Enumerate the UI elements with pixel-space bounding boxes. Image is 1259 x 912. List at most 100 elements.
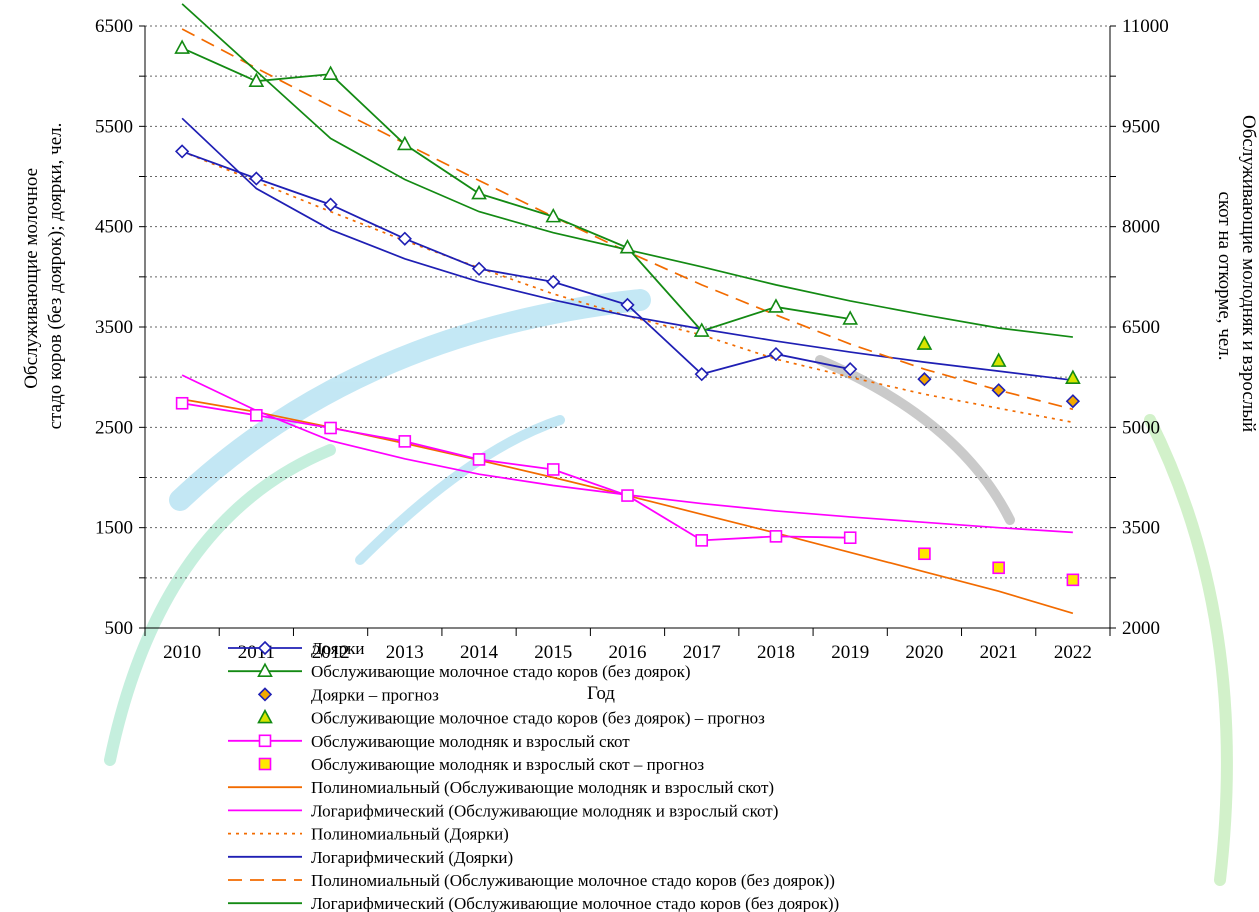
x-tick-label: 2022: [1054, 642, 1092, 663]
data-point: [843, 531, 857, 545]
series-4: [916, 335, 1081, 384]
x-axis: 2010 2011 2012 2013 2014 2015 2016 2017 2018 2019…: [144, 628, 1111, 663]
legend-label: Логарифмический (Обслуживающие молочное …: [311, 894, 839, 912]
data-point: [992, 561, 1005, 575]
data-point: [546, 274, 561, 289]
data-point: [174, 144, 190, 159]
data-point: [397, 231, 412, 246]
data-point: [694, 367, 709, 382]
data-point: [175, 396, 189, 410]
legend-item: Логарифмический (Обслуживающие молочное …: [228, 894, 839, 912]
data-point: [918, 547, 931, 561]
data-point: [174, 39, 190, 54]
legend-label: Полиномиальный (Обслуживающие молочное с…: [311, 871, 835, 890]
x-tick-label: 2011: [238, 642, 275, 663]
data-point: [471, 261, 487, 276]
data-point: [396, 135, 413, 151]
legend-swatch-marker: [257, 662, 273, 678]
series-3: [917, 372, 1081, 409]
series-11: [181, 28, 1074, 411]
legend-item: Полиномиальный (Доярки): [228, 825, 509, 844]
legend-swatch-marker: [258, 734, 272, 748]
data-point: [621, 489, 634, 502]
right-tick-label: 6500: [1122, 317, 1160, 338]
legend-label: Полиномиальный (Обслуживающие молодняк и…: [311, 778, 774, 797]
legend-swatch-marker: [257, 640, 273, 656]
x-tick-label: 2019: [831, 642, 869, 663]
x-tick-label: 2020: [905, 642, 943, 663]
right-tick-label: 8000: [1122, 217, 1160, 238]
legend-label: Полиномиальный (Доярки): [311, 825, 509, 844]
data-point: [843, 362, 858, 377]
right-axis-title-line-1: Обслуживающие молодняк и взрослый: [1238, 115, 1259, 432]
series-line: [181, 150, 851, 376]
legend-label: Обслуживающие молочное стадо коров (без …: [311, 662, 691, 681]
left-tick-label: 2500: [95, 417, 133, 438]
legend-item: Обслуживающие молодняк и взрослый скот –…: [258, 755, 704, 774]
data-point: [991, 383, 1006, 398]
right-axis: 2000 3500 5000 6500 8000 9500 11000: [1110, 16, 1169, 639]
x-tick-label: 2015: [534, 642, 572, 663]
data-point: [768, 346, 784, 362]
legend-label: Логарифмический (Обслуживающие молодняк …: [311, 801, 778, 820]
series-line: [181, 117, 1073, 382]
legend-label: Обслуживающие молодняк и взрослый скот: [311, 732, 630, 751]
right-tick-label: 2000: [1122, 618, 1160, 639]
right-axis-title-line-2: скот на откорме, чел.: [1214, 191, 1235, 360]
legend-item: Логарифмический (Обслуживающие молодняк …: [228, 801, 778, 820]
data-point: [322, 65, 339, 80]
x-tick-label: 2013: [386, 642, 424, 663]
legend-item: Обслуживающие молодняк и взрослый скот: [228, 732, 630, 751]
legend-item: Обслуживающие молочное стадо коров (без …: [228, 662, 691, 681]
legend-item: Полиномиальный (Обслуживающие молочное с…: [228, 871, 835, 890]
left-tick-label: 3500: [95, 317, 133, 338]
series-9: [181, 150, 1074, 424]
series-10: [181, 117, 1073, 382]
left-axis: 500 1500 2500 3500 4500 5500 6500: [95, 16, 145, 639]
legend-label: Обслуживающие молодняк и взрослый скот –…: [311, 755, 704, 774]
series-line: [181, 402, 851, 542]
data-point: [620, 297, 635, 313]
series-1: [174, 144, 858, 382]
data-point: [916, 335, 933, 350]
data-point: [323, 197, 338, 212]
series-layer: [174, 3, 1081, 615]
x-tick-label: 2018: [757, 642, 795, 663]
watermark: [104, 289, 1233, 886]
data-point: [471, 184, 487, 200]
series-line: [181, 28, 1074, 411]
data-point: [842, 310, 859, 325]
data-point: [250, 408, 263, 422]
data-point: [769, 530, 783, 543]
data-point: [695, 534, 709, 547]
x-tick-label: 2017: [683, 642, 721, 663]
data-point: [1065, 369, 1081, 384]
data-point: [768, 298, 784, 313]
right-tick-label: 11000: [1122, 16, 1169, 37]
x-axis-title: Год: [587, 683, 615, 704]
legend-label: Обслуживающие молочное стадо коров (без …: [311, 709, 765, 728]
legend-label: Логарифмический (Доярки): [311, 848, 513, 867]
series-12: [181, 3, 1073, 338]
left-tick-label: 5500: [95, 116, 133, 137]
legend-item: Доярки: [228, 639, 364, 658]
left-axis-title: Обслуживающие молочное стадо коров (без …: [21, 123, 66, 430]
data-point: [398, 435, 412, 448]
series-line: [181, 47, 851, 333]
data-point: [545, 207, 562, 223]
left-axis-title-line-1: Обслуживающие молочное: [21, 168, 42, 389]
data-point: [546, 463, 560, 476]
legend-swatch-marker: [257, 708, 273, 724]
x-tick-label: 2012: [312, 642, 350, 663]
right-axis-title: Обслуживающие молодняк и взрослый скот н…: [1214, 115, 1259, 437]
left-tick-label: 1500: [95, 518, 133, 539]
right-tick-label: 5000: [1122, 417, 1160, 438]
data-point: [619, 239, 636, 254]
legend-swatch-marker: [257, 687, 273, 702]
legend: Доярки Обслуживающие молочное стадо коров…: [228, 639, 839, 912]
data-point: [324, 421, 337, 435]
series-line: [181, 150, 1074, 424]
x-tick-label: 2010: [163, 642, 201, 663]
left-axis-title-line-2: стадо коров (без доярок); доярки, чел.: [45, 123, 66, 430]
